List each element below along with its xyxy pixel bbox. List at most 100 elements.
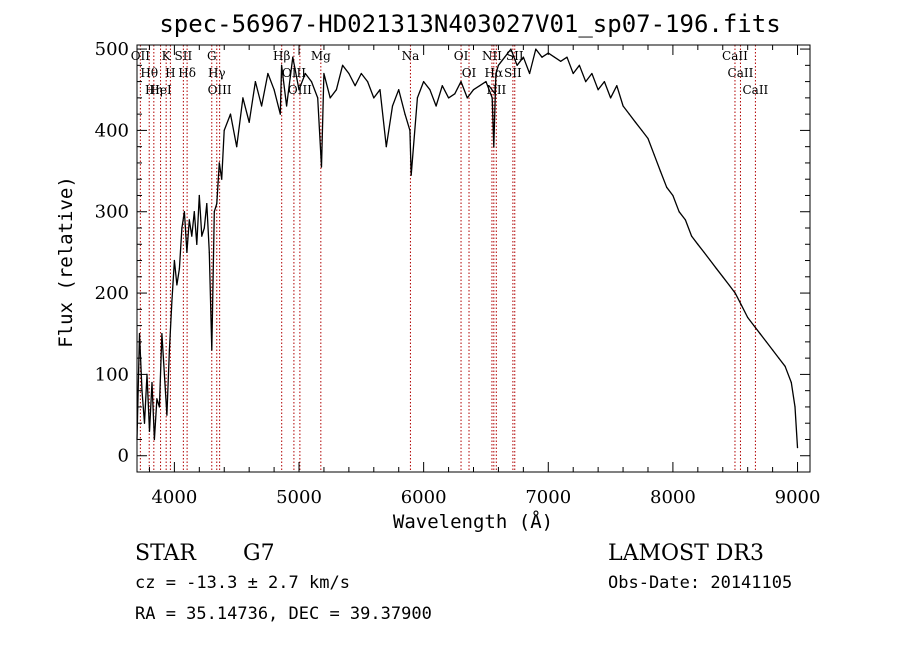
x-tick-label: 8000 <box>650 487 696 508</box>
spectrum-point <box>201 235 203 237</box>
spectrum-point <box>138 333 141 335</box>
line-marker-label: Na <box>402 49 420 63</box>
spectrum-point <box>641 129 643 131</box>
object-class: STAR <box>135 541 197 566</box>
spectrum-point <box>597 89 599 91</box>
spectrum-point <box>404 113 406 115</box>
line-marker-label: SII <box>506 49 524 63</box>
line-marker-label: Hη <box>145 83 163 97</box>
spectrum-point <box>715 268 718 270</box>
spectrum-point <box>248 121 250 123</box>
spectrum-point <box>298 89 300 91</box>
spectrum-point <box>591 72 593 75</box>
spectrum-point <box>441 85 443 87</box>
spectrum-point <box>304 72 306 75</box>
spectrum-point <box>585 81 587 83</box>
spectrum-point <box>566 56 568 58</box>
spectrum-point <box>323 72 325 75</box>
spectrum-point <box>535 48 537 50</box>
spectrum-point <box>522 56 524 58</box>
y-tick-label: 200 <box>95 283 129 304</box>
line-marker-label: Hα <box>485 66 504 80</box>
spectrum-point <box>148 430 151 432</box>
spectrum-point <box>173 259 175 262</box>
spectrum-point <box>203 227 205 229</box>
line-marker-label: Hγ <box>208 66 226 80</box>
spectrum-point <box>622 105 624 107</box>
spectrum-point <box>416 97 419 99</box>
spectrum-point <box>429 89 431 91</box>
spectrum-point <box>460 81 462 83</box>
spectrum-point <box>666 186 668 188</box>
spectrum-point <box>653 154 655 156</box>
spectrum-point <box>485 81 487 83</box>
spectrum-point <box>193 211 195 213</box>
spectrum-point <box>722 276 724 278</box>
spectrum-point <box>206 203 208 205</box>
spectrum-point <box>491 97 493 99</box>
spectrum-point <box>385 146 387 148</box>
spectrum-point <box>647 137 649 140</box>
line-marker-label: OIII <box>282 66 306 80</box>
spectrum-point <box>423 81 425 83</box>
spectrum-point <box>280 64 283 66</box>
x-axis-ticks: 4000 5000 6000 7000 8000 9000 <box>148 45 821 508</box>
spectrum-point <box>213 211 215 213</box>
spectrum-point <box>342 64 344 66</box>
line-marker-label: SII <box>175 49 193 63</box>
redshift-info: cz = -13.3 ± 2.7 km/s <box>135 573 350 593</box>
spectrum-point <box>379 89 381 91</box>
spectrum-point <box>163 373 166 375</box>
y-tick-label: 100 <box>95 364 129 385</box>
spectrum-point <box>796 447 799 449</box>
line-marker-label: G <box>207 49 217 63</box>
spectrum-point <box>672 194 674 197</box>
spectrum-point <box>196 243 198 245</box>
spectrum-point <box>354 85 356 87</box>
spectrum-point <box>528 72 531 75</box>
line-marker-label: OI <box>454 49 469 63</box>
spectrum-point <box>728 284 730 286</box>
x-tick-label: 4000 <box>151 487 197 508</box>
line-marker-label: K <box>162 49 172 63</box>
spectrum-point <box>156 398 158 400</box>
spectrum-point <box>229 113 232 115</box>
spectrum-point <box>703 251 705 253</box>
spectrum-point <box>560 60 562 62</box>
line-marker-label: HeI <box>149 83 172 97</box>
line-marker-label: OIII <box>288 83 312 97</box>
spectrum-point <box>472 89 475 91</box>
spectrum-point <box>454 93 456 95</box>
spectrum-point <box>759 333 761 335</box>
spectrum-point <box>267 72 269 75</box>
line-marker-label: OIII <box>208 83 232 97</box>
spectrum-point <box>171 300 173 302</box>
x-tick-label: 5000 <box>276 487 322 508</box>
spectrum-point <box>616 85 618 87</box>
spectrum-point <box>373 97 375 99</box>
spectrum-point <box>218 162 220 164</box>
spectrum-point <box>310 81 313 83</box>
spectrum-point <box>541 56 543 58</box>
spectrum-point <box>398 89 400 91</box>
spectrum-point <box>772 349 774 351</box>
spectrum-point <box>504 56 506 58</box>
spectrum-point <box>684 219 686 221</box>
observation-date: Obs-Date: 20141105 <box>608 573 792 593</box>
spectrum-point <box>181 227 183 229</box>
spectrum-point <box>709 259 711 262</box>
spectrum-point <box>279 113 281 115</box>
spectrum-point <box>216 203 218 205</box>
spectrum-point <box>578 64 581 66</box>
spectrum-point <box>183 211 185 213</box>
spectrum-point <box>409 129 411 131</box>
spectrum-point <box>790 381 792 384</box>
spectrum-point <box>166 414 168 416</box>
spectrum-point <box>348 72 350 75</box>
spectrum-point <box>747 316 749 319</box>
spectrum-point <box>794 406 796 408</box>
x-tick-label: 9000 <box>775 487 821 508</box>
spectrum-point <box>510 48 512 50</box>
line-marker-label: OI <box>462 66 477 80</box>
line-marker-label: OII <box>131 49 151 63</box>
